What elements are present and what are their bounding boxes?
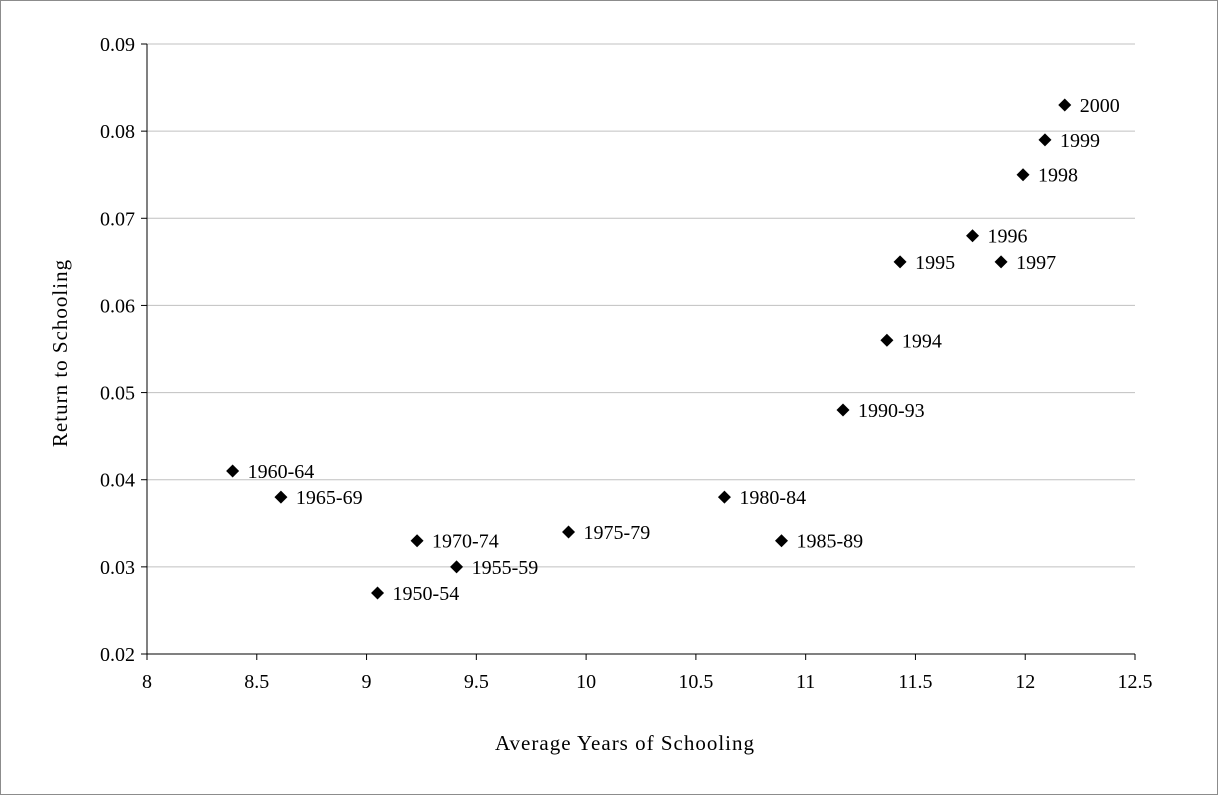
x-tick-label: 8.5	[244, 671, 269, 693]
data-points	[226, 98, 1072, 600]
y-tick-label: 0.04	[100, 470, 135, 492]
y-tick-label: 0.02	[100, 644, 135, 666]
data-point	[717, 490, 731, 504]
x-tick-label: 9.5	[464, 671, 489, 693]
gridlines	[147, 43, 1135, 568]
y-tick-label: 0.05	[100, 383, 135, 405]
point-label: 1960-64	[248, 461, 315, 483]
data-point	[371, 586, 385, 600]
x-tick-label: 9	[362, 671, 372, 693]
x-tick-label: 10.5	[678, 671, 713, 693]
y-tick-label: 0.07	[100, 208, 135, 230]
data-point	[880, 333, 894, 347]
data-point	[836, 403, 850, 417]
data-point	[450, 560, 464, 574]
x-tick-label: 12.5	[1118, 671, 1153, 693]
data-point	[274, 490, 288, 504]
x-axis-title: Average Years of Schooling	[495, 731, 755, 755]
y-axis-title: Return to Schooling	[48, 259, 72, 447]
point-label: 1965-69	[296, 487, 363, 509]
x-tick-label: 10	[576, 671, 596, 693]
data-point	[1038, 133, 1052, 147]
data-point	[226, 464, 240, 478]
y-axis-ticks: 0.02 0.03 0.04 0.05 0.06 0.07 0.08 0.09	[100, 34, 147, 666]
x-tick-label: 11.5	[898, 671, 932, 693]
point-label: 1970-74	[432, 531, 499, 553]
x-tick-label: 11	[796, 671, 815, 693]
y-tick-label: 0.09	[100, 34, 135, 56]
point-label: 1985-89	[797, 531, 864, 553]
point-label: 1999	[1060, 130, 1100, 152]
data-point	[966, 229, 980, 243]
data-point	[410, 534, 424, 548]
point-label: 2000	[1080, 95, 1120, 117]
x-tick-label: 12	[1015, 671, 1035, 693]
point-label: 1990-93	[858, 400, 925, 422]
point-label: 1975-79	[584, 522, 651, 544]
axes	[146, 44, 1135, 655]
point-label: 1955-59	[472, 557, 539, 579]
point-labels: 1950-54 1955-59 1960-64 1965-69 1970-74 1975-…	[248, 95, 1120, 605]
point-label: 1995	[915, 252, 955, 274]
point-label: 1998	[1038, 165, 1078, 187]
y-tick-label: 0.06	[100, 295, 135, 317]
data-point	[1016, 168, 1030, 182]
point-label: 1997	[1016, 252, 1056, 274]
data-point	[562, 525, 576, 539]
x-axis-ticks: 8 8.5 9 9.5 10 10.5 11 11.5 12 12.5	[142, 654, 1153, 693]
data-point	[1058, 98, 1072, 112]
y-tick-label: 0.03	[100, 557, 135, 579]
point-label: 1980-84	[739, 487, 806, 509]
y-tick-label: 0.08	[100, 121, 135, 143]
point-label: 1994	[902, 330, 942, 352]
data-point	[994, 255, 1008, 269]
point-label: 1996	[988, 226, 1028, 248]
x-tick-label: 8	[142, 671, 152, 693]
data-point	[893, 255, 907, 269]
data-point	[775, 534, 789, 548]
point-label: 1950-54	[393, 583, 460, 605]
